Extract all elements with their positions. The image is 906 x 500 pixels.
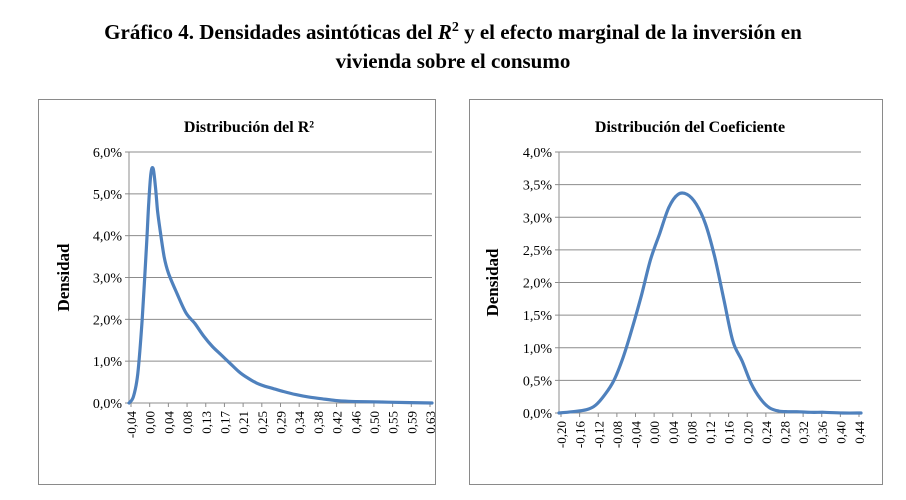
y-tick-label: 1,0% [93,355,123,370]
x-tick-label: -0,04 [124,411,139,439]
x-tick-label: 0,46 [348,411,363,434]
x-tick-label: -0,12 [591,421,606,448]
x-tick-label: 0,12 [703,421,718,444]
x-tick-label: 0,16 [722,421,737,444]
x-tick-label: 0,00 [143,411,158,434]
y-tick-label: 2,0% [93,313,123,328]
x-tick-label: 0,04 [666,421,681,444]
y-tick-label: 4,0% [523,146,553,161]
figure-title-line2: vivienda sobre el consumo [335,49,571,73]
y-tick-label: 0,0% [93,397,123,412]
figure-title-line1: Gráfico 4. Densidades asintóticas del R2… [0,14,906,46]
y-axis-label: Densidad [483,248,502,317]
x-tick-label: 0,00 [647,421,662,444]
y-tick-label: 3,0% [93,272,123,287]
coefficient-density-chart: Distribución del Coeficiente Densidad 0,0%… [483,119,867,449]
figure-title-prefix: Gráfico 4. Densidades asintóticas del [104,20,438,44]
y-tick-label: 0,0% [523,407,553,422]
x-tick-label: -0,20 [554,421,569,448]
chart-title: Distribución del Coeficiente [595,119,785,136]
y-axis-label: Densidad [54,243,73,312]
y-tick-label: 5,0% [93,188,123,203]
x-tick-label: 0,36 [815,421,830,444]
x-tick-label: 0,63 [423,411,435,434]
y-tick-label: 1,0% [523,342,553,357]
y-tick-label: 4,0% [93,230,123,245]
x-tick-label: 0,38 [311,411,326,434]
chart-title: Distribución del R² [184,119,314,136]
x-tick-label: -0,16 [573,421,588,449]
x-tick-label: 0,40 [833,421,848,444]
x-tick-label: 0,59 [404,411,419,434]
density-series-line [557,191,863,415]
y-tick-label: 2,0% [523,277,553,292]
chart-panel-r2: Distribución del R² Densidad 0,0% 1,0% 2,0% 3… [38,99,438,485]
x-tick-label: 0,21 [236,411,251,434]
x-tick-label: 0,08 [180,411,195,434]
x-tick-label: 0,04 [161,411,176,434]
x-tick-label: 0,17 [217,411,232,434]
x-tick-label: 0,13 [199,411,214,434]
x-tick-label: 0,50 [367,411,382,434]
x-tick-label: -0,08 [610,421,625,448]
x-tick-label: 0,55 [386,411,401,434]
figure-title-superscript: 2 [451,20,459,35]
x-tick-label: 0,32 [796,421,811,444]
figure-title-suffix: y el efecto marginal de la inversión en [458,20,802,44]
x-tick-label: 0,25 [255,411,270,434]
x-tick-label: 0,34 [292,411,307,434]
chart-panel-coefficient: Distribución del Coeficiente Densidad 0,0%… [469,99,883,485]
y-tick-label: 1,5% [523,309,553,324]
density-series-line [127,166,434,405]
y-tick-label: 3,5% [523,179,553,194]
x-tick-label: 0,29 [274,411,289,434]
x-tick-label: 0,20 [740,421,755,444]
y-tick-label: 6,0% [93,146,123,161]
y-tick-label: 0,5% [523,374,553,389]
x-tick-label: -0,04 [629,421,644,449]
x-tick-label: 0,24 [759,421,774,444]
y-tick-label: 2,5% [523,244,553,259]
x-tick-label: 0,28 [778,421,793,444]
y-tick-label: 3,0% [523,211,553,226]
x-tick-label: 0,08 [684,421,699,444]
r2-density-chart: Distribución del R² Densidad 0,0% 1,0% 2,0% 3… [54,119,438,439]
x-tick-label: 0,42 [330,411,345,434]
figure-title-r: R [437,20,452,44]
x-tick-label: 0,44 [852,421,867,444]
